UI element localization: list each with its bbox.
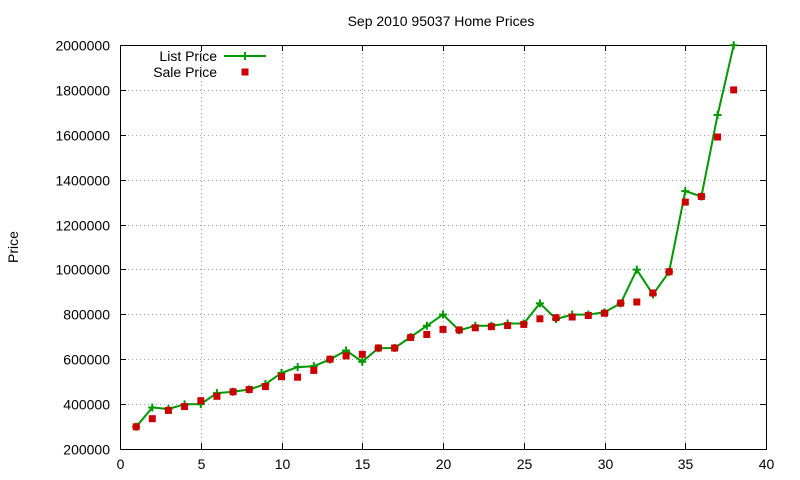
data-point-sale-price [487,323,495,331]
x-tick-label: 15 [355,456,371,472]
data-point-sale-price [164,406,172,414]
x-tick-label: 10 [275,456,291,472]
data-point-sale-price [213,392,221,400]
legend-marker-list-price [241,52,249,60]
x-tick-label: 30 [598,456,614,472]
data-point-sale-price [504,322,512,330]
y-tick-label: 1600000 [55,128,110,144]
y-tick-label: 800000 [63,307,110,323]
data-point-sale-price [245,386,253,393]
series-sale-price [132,86,738,431]
data-point-sale-price [697,193,705,200]
y-tick-label: 1200000 [55,218,110,234]
data-point-list-price [293,363,302,372]
data-point-sale-price [278,373,285,381]
data-point-sale-price [423,331,431,338]
data-point-list-price [148,403,157,412]
data-point-sale-price [568,313,576,321]
x-tick-label: 0 [117,456,125,472]
chart-title: Sep 2010 95037 Home Prices [348,13,535,29]
data-point-sale-price [714,133,722,141]
data-point-sale-price [197,397,205,405]
data-point-sale-price [391,344,399,352]
data-point-sale-price [649,289,657,297]
y-tick-label: 1800000 [55,83,110,99]
data-point-list-price [358,357,367,366]
data-point-sale-price [665,268,673,276]
data-point-sale-price [633,298,641,306]
data-point-sale-price [374,344,382,352]
data-point-sale-price [439,325,447,333]
data-point-sale-price [536,315,544,323]
data-point-sale-price [326,355,334,363]
data-point-sale-price [342,352,350,360]
legend-marker-sale-price [241,68,249,76]
data-point-sale-price [148,415,156,423]
y-tick-label: 600000 [63,352,110,368]
data-point-sale-price [730,86,738,94]
data-point-sale-price [229,388,237,396]
data-point-sale-price [181,403,189,411]
data-point-list-price [439,310,447,319]
data-point-sale-price [601,309,608,317]
data-point-sale-price [552,314,560,322]
x-tick-label: 20 [436,456,452,472]
data-point-list-price [729,41,738,50]
data-point-list-price [681,187,690,196]
data-point-sale-price [294,373,302,381]
y-tick-label: 400000 [63,397,110,413]
x-tick-label: 25 [517,456,533,472]
x-tick-label: 5 [198,456,206,472]
data-point-sale-price [261,383,269,391]
legend: List Price Sale Price [153,48,266,80]
data-point-sale-price [584,312,592,319]
data-point-sale-price [132,423,140,431]
data-point-list-price [713,111,722,120]
data-point-sale-price [471,324,479,332]
axis-ticks: 0 5 10 15 20 25 30 35 40 200000 400000 600000 800000… [55,38,774,473]
data-point-sale-price [407,334,415,341]
x-tick-label: 40 [759,456,775,472]
data-point-sale-price [681,198,689,206]
y-tick-label: 1400000 [55,173,110,189]
data-point-list-price [632,265,641,274]
legend-label-sale-price: Sale Price [153,64,217,80]
grid [120,45,766,449]
data-point-sale-price [455,326,463,334]
data-point-list-price [535,299,544,308]
data-point-sale-price [358,350,366,358]
legend-label-list-price: List Price [159,48,217,64]
y-tick-label: 1000000 [55,262,110,278]
x-tick-label: 35 [678,456,694,472]
y-tick-label: 200000 [63,442,110,458]
data-point-sale-price [520,320,528,328]
y-axis-title: Price [5,231,21,263]
data-point-list-price [422,321,431,330]
series [132,41,738,431]
data-point-sale-price [310,366,318,374]
y-tick-label: 2000000 [55,38,110,54]
data-point-sale-price [617,299,625,307]
